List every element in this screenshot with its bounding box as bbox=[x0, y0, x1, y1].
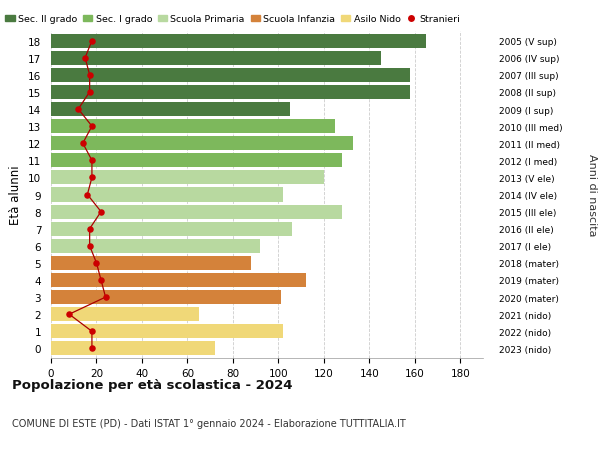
Bar bbox=[51, 120, 335, 134]
Point bbox=[101, 294, 110, 301]
Point bbox=[85, 89, 94, 96]
Point bbox=[87, 38, 97, 45]
Point bbox=[85, 225, 94, 233]
Point bbox=[96, 277, 106, 284]
Bar bbox=[51, 308, 199, 321]
Bar bbox=[51, 171, 324, 185]
Bar bbox=[51, 291, 281, 304]
Point bbox=[83, 191, 92, 199]
Bar bbox=[51, 86, 410, 100]
Bar bbox=[51, 69, 410, 83]
Bar bbox=[51, 274, 305, 287]
Bar bbox=[51, 222, 292, 236]
Text: Anni di nascita: Anni di nascita bbox=[587, 154, 597, 236]
Point bbox=[73, 106, 83, 113]
Point bbox=[64, 311, 74, 318]
Bar bbox=[51, 103, 290, 117]
Text: COMUNE DI ESTE (PD) - Dati ISTAT 1° gennaio 2024 - Elaborazione TUTTITALIA.IT: COMUNE DI ESTE (PD) - Dati ISTAT 1° genn… bbox=[12, 418, 406, 428]
Point bbox=[87, 174, 97, 182]
Bar bbox=[51, 51, 380, 66]
Point bbox=[85, 72, 94, 79]
Point bbox=[87, 328, 97, 335]
Bar bbox=[51, 205, 342, 219]
Bar bbox=[51, 137, 353, 151]
Bar bbox=[51, 256, 251, 270]
Bar bbox=[51, 239, 260, 253]
Point bbox=[87, 157, 97, 165]
Bar bbox=[51, 34, 426, 49]
Bar bbox=[51, 325, 283, 339]
Y-axis label: Età alunni: Età alunni bbox=[10, 165, 22, 225]
Point bbox=[80, 55, 90, 62]
Point bbox=[87, 123, 97, 130]
Point bbox=[78, 140, 88, 147]
Point bbox=[87, 345, 97, 353]
Bar bbox=[51, 188, 283, 202]
Bar bbox=[51, 341, 215, 356]
Point bbox=[92, 260, 101, 267]
Legend: Sec. II grado, Sec. I grado, Scuola Primaria, Scuola Infanzia, Asilo Nido, Stran: Sec. II grado, Sec. I grado, Scuola Prim… bbox=[5, 15, 460, 24]
Text: Popolazione per età scolastica - 2024: Popolazione per età scolastica - 2024 bbox=[12, 379, 293, 392]
Point bbox=[96, 208, 106, 216]
Bar bbox=[51, 154, 342, 168]
Point bbox=[85, 243, 94, 250]
